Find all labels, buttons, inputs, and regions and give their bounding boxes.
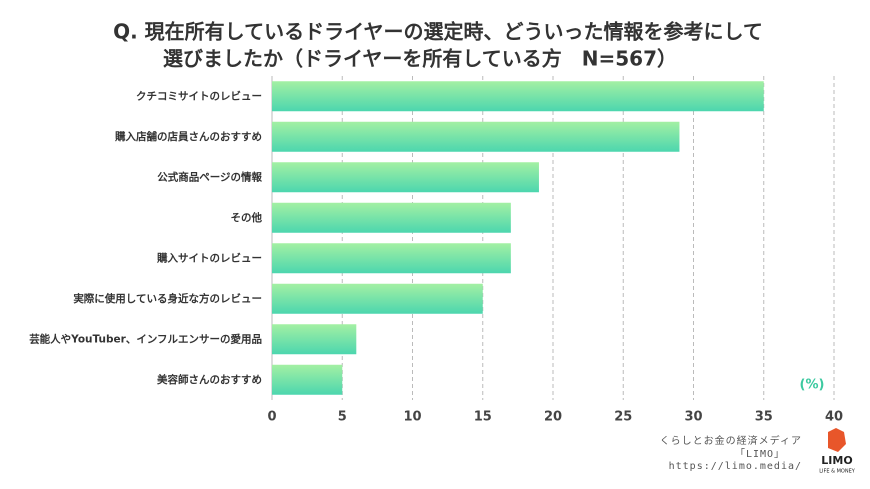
chart-title: Q. 現在所有しているドライヤーの選定時、どういった情報を参考にして [113,20,763,44]
x-tick-label: 40 [825,410,843,425]
x-tick-label: 20 [544,410,562,425]
category-label: 公式商品ページの情報 [157,170,262,183]
bar [272,162,539,193]
x-tick-label: 15 [474,410,492,425]
bar [272,324,357,355]
footer-url: https://limo.media/ [669,461,802,472]
x-tick-label: 35 [755,410,773,425]
category-label: 実際に使用している身近な方のレビュー [73,292,262,305]
logo: LIMO [821,454,852,467]
x-tick-label: 5 [338,410,347,425]
footer-brand: 「LIMO」 [735,448,785,460]
logo-icon [828,428,846,452]
category-label: クチコミサイトのレビュー [136,89,262,102]
bar [272,283,483,314]
bar [272,202,511,233]
bar [272,243,511,274]
x-tick-label: 10 [403,410,421,425]
bar [272,121,680,152]
chart-title: 選びましたか（ドライヤーを所有している方 N=567） [163,47,677,71]
bar [272,364,343,395]
category-label: その他 [231,211,263,224]
category-label: 芸能人やYouTuber、インフルエンサーの愛用品 [29,332,262,345]
category-label: 購入サイトのレビュー [156,251,262,264]
x-tick-label: 25 [614,410,632,425]
category-label: 購入店舗の店員さんのおすすめ [114,130,262,143]
footer-tagline: くらしとお金の経済メディア [660,434,802,447]
unit-label: (%) [800,378,825,393]
category-label: 美容師さんのおすすめ [157,373,262,386]
bar [272,81,764,112]
x-tick-label: 30 [684,410,702,425]
logo-sub: LIFE & MONEY [819,469,856,475]
x-tick-label: 0 [267,410,276,425]
